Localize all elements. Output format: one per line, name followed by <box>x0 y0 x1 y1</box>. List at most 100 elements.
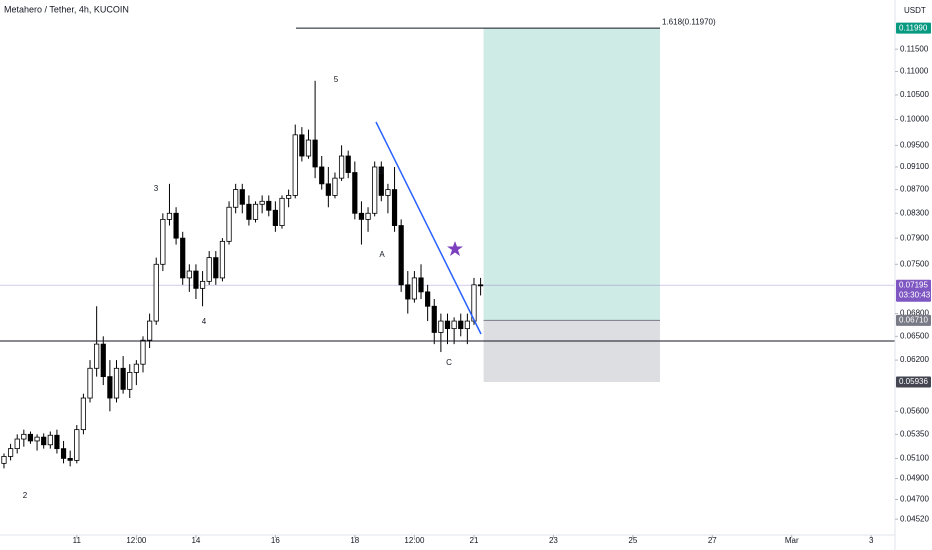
candle-body <box>272 209 278 226</box>
candle-body <box>458 320 464 330</box>
star-icon <box>447 241 463 256</box>
candle-body <box>199 280 206 289</box>
candle-body <box>67 458 73 461</box>
axes: 0.11500 0.11000 0.10500 0.10000 0.09500 0.091… <box>73 22 931 545</box>
candle-body <box>213 257 219 279</box>
candle-body <box>299 134 305 157</box>
wave-label: 2 <box>23 491 28 500</box>
candle-body <box>7 448 14 457</box>
y-tick-label: 0.07500 <box>900 259 929 268</box>
candle-body <box>305 139 312 157</box>
y-tick-label: 0.07900 <box>900 233 929 242</box>
candle-body <box>60 448 67 459</box>
wave-label: 4 <box>202 317 207 326</box>
candle-body <box>345 155 351 173</box>
candle-body <box>153 263 159 322</box>
candle-body <box>451 320 457 330</box>
candle-body <box>1 456 7 464</box>
candle-body <box>411 277 418 300</box>
candle-body <box>180 237 186 279</box>
price-tag-label: 0.11990 <box>899 23 928 32</box>
currency-label: USDT <box>904 6 926 15</box>
x-tick-label: 16 <box>271 536 280 545</box>
candle-body <box>34 436 40 442</box>
candle-body <box>286 195 292 199</box>
candle-body <box>239 189 245 205</box>
y-tick-label: 0.09500 <box>900 140 929 149</box>
candle-body <box>266 200 272 211</box>
price-tag <box>896 22 931 34</box>
wave-label: 5 <box>334 75 339 84</box>
target-zone <box>483 28 660 321</box>
candle-body <box>94 343 100 369</box>
candle-body <box>279 197 285 226</box>
price-tag-label: 0.07195 <box>899 280 928 289</box>
price-tag-label: 0.05936 <box>899 377 928 386</box>
candle-body <box>41 436 47 446</box>
x-tick-label: 11 <box>73 536 82 545</box>
candle-body <box>425 291 431 307</box>
candle-body <box>385 189 391 196</box>
x-tick-label: 21 <box>470 536 479 545</box>
candle-body <box>398 225 404 286</box>
candle-body <box>477 284 484 287</box>
candle-body <box>226 206 232 242</box>
candle-body <box>47 434 53 446</box>
x-tick-label: 12:00 <box>404 536 425 545</box>
candle-body <box>438 320 444 333</box>
y-tick-label: 0.05350 <box>900 429 929 438</box>
price-tag <box>896 376 931 388</box>
y-tick-label: 0.10500 <box>900 90 929 99</box>
y-tick-label: 0.04520 <box>900 514 929 523</box>
candle-body <box>186 270 192 279</box>
candle-body <box>431 305 437 333</box>
x-tick-label: Mar <box>785 536 799 545</box>
y-tick-label: 0.06800 <box>900 309 929 318</box>
plot-area: 1.618(0.11970) <box>0 17 895 469</box>
candle-body <box>358 212 365 220</box>
candle-body <box>173 212 179 239</box>
candle-body <box>325 183 331 196</box>
y-tick-label: 0.11500 <box>900 44 929 53</box>
wave-label: C <box>446 358 452 367</box>
candle-body <box>113 367 120 399</box>
candle-body <box>107 376 113 399</box>
candle-body <box>87 367 93 399</box>
candle-body <box>246 203 252 220</box>
x-tick-label: 18 <box>350 536 359 545</box>
candle-body <box>405 284 411 300</box>
stop-zone <box>483 320 660 383</box>
candle-body <box>332 177 338 196</box>
candle-body <box>14 438 20 450</box>
price-tag <box>896 279 931 302</box>
x-tick-label: 25 <box>628 536 637 545</box>
y-tick-label: 0.11000 <box>900 67 929 76</box>
candle-body <box>464 320 470 330</box>
wave-label: A <box>379 250 385 259</box>
price-tag-label: 0.06710 <box>899 315 928 324</box>
candle-body <box>252 203 259 220</box>
trend-line <box>375 121 482 335</box>
candle-body <box>233 189 239 208</box>
candle-body <box>206 257 212 282</box>
y-tick-label: 0.06200 <box>900 355 929 364</box>
y-tick-label: 0.06500 <box>900 331 929 340</box>
candle-body <box>259 200 265 205</box>
candle-body <box>100 343 106 378</box>
x-tick-label: 14 <box>191 536 200 545</box>
fib-label: 1.618(0.11970) <box>662 17 716 26</box>
y-tick-label: 0.10000 <box>900 115 929 124</box>
countdown-label: 03:30:43 <box>899 290 931 299</box>
candle-body <box>378 166 384 196</box>
y-tick-label: 0.05100 <box>900 454 929 463</box>
candle-body <box>147 320 153 341</box>
candle-body <box>352 172 358 214</box>
x-tick-label: 27 <box>708 536 717 545</box>
candle-body <box>160 218 166 265</box>
y-tick-label: 0.05600 <box>900 406 929 415</box>
candle-body <box>120 367 126 390</box>
candle-body <box>80 397 87 431</box>
wave-label: 3 <box>154 184 159 193</box>
